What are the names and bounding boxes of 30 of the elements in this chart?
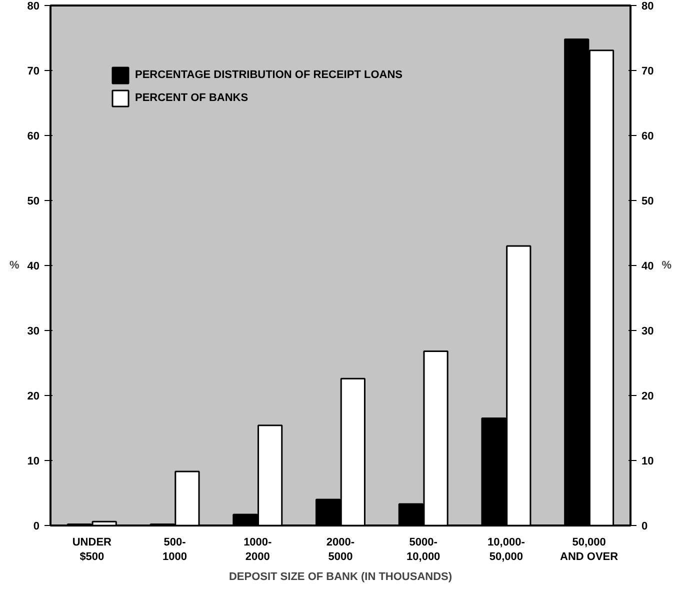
x-tick-label: 50,000 AND OVER bbox=[560, 536, 618, 563]
y-tick-label: 30 bbox=[27, 326, 40, 338]
y2-tick-label: 0 bbox=[642, 520, 648, 532]
y2-axis-title: % bbox=[662, 260, 672, 272]
y2-tick-label: 20 bbox=[642, 390, 654, 402]
y-tick-label: 70 bbox=[27, 66, 40, 78]
y2-tick-label: 40 bbox=[642, 260, 654, 272]
x-tick-label: 5000- 10,000 bbox=[406, 536, 440, 563]
y2-tick-label: 30 bbox=[642, 326, 654, 338]
x-tick-label: 500- 1000 bbox=[162, 536, 188, 563]
y2-tick-label: 80 bbox=[642, 0, 654, 12]
x-axis-title: DEPOSIT SIZE OF BANK (IN THOUSANDS) bbox=[228, 570, 452, 583]
x-tick-label: 1000- 2000 bbox=[244, 536, 272, 563]
x-tick-label: 2000- 5000 bbox=[326, 536, 355, 563]
legend-label: PERCENTAGE DISTRIBUTION OF RECEIPT LOANS bbox=[135, 69, 402, 81]
y2-tick-label: 10 bbox=[642, 456, 654, 468]
y-axis-title: % bbox=[9, 260, 20, 272]
y2-tick-label: 50 bbox=[642, 196, 654, 208]
y-tick-label: 60 bbox=[27, 130, 40, 142]
y2-tick-label: 70 bbox=[642, 66, 654, 78]
x-tick-label: UNDER $500 bbox=[72, 536, 112, 563]
y-tick-label: 10 bbox=[27, 456, 40, 468]
y2-tick-label: 60 bbox=[642, 130, 654, 142]
y-tick-label: 0 bbox=[33, 520, 40, 532]
y-tick-label: 40 bbox=[27, 260, 40, 272]
y-tick-label: 80 bbox=[27, 0, 40, 12]
legend-label: PERCENT OF BANKS bbox=[135, 92, 248, 104]
y-tick-label: 50 bbox=[27, 196, 40, 208]
y-tick-label: 20 bbox=[27, 390, 40, 402]
x-tick-label: 10,000- 50,000 bbox=[488, 536, 526, 563]
